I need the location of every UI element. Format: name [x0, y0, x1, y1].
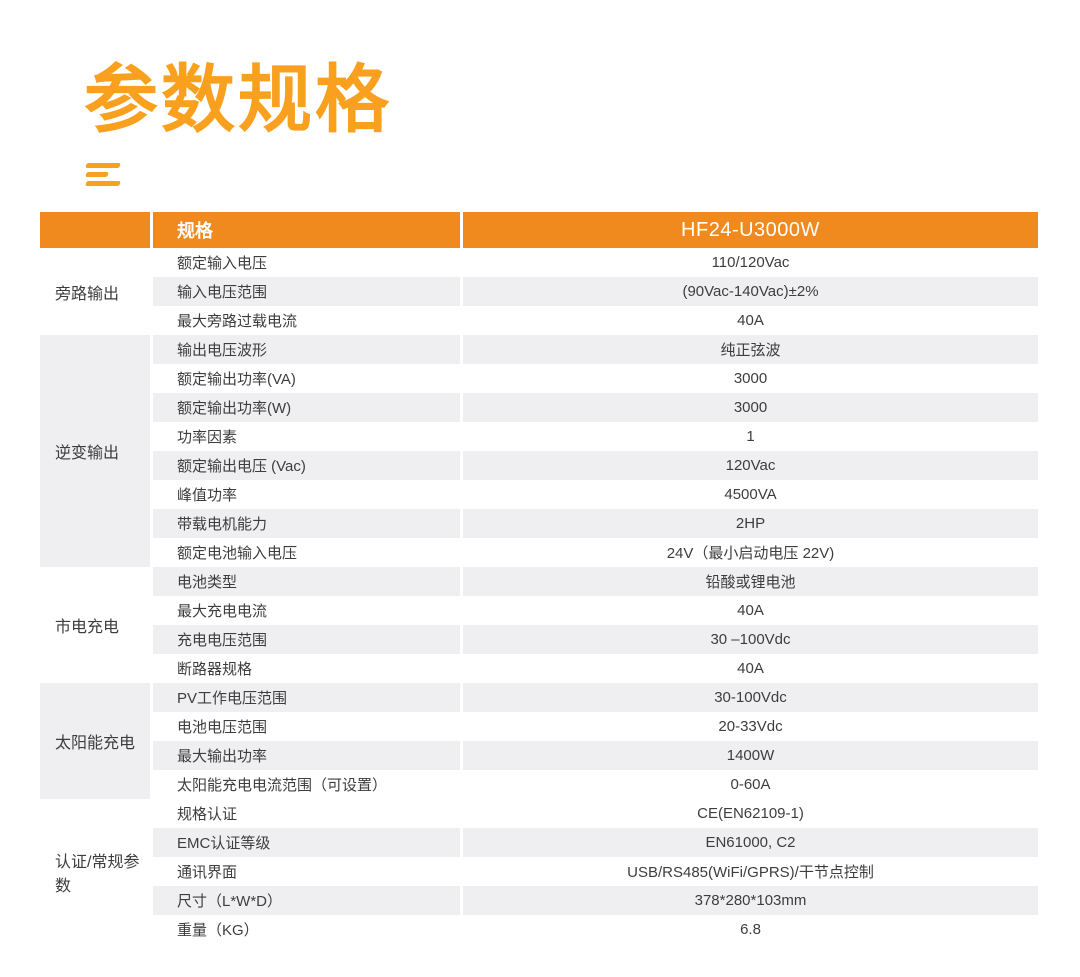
- page-title: 参数规格: [84, 58, 392, 141]
- param-label: 最大输出功率: [153, 741, 460, 770]
- spec-table: 规格 HF24-U3000W 旁路输出 额定输入电压 110/120Vac 输入电压范…: [40, 212, 1038, 944]
- param-value: 40A: [463, 596, 1038, 625]
- menu-icon: [85, 163, 124, 190]
- param-value: 3000: [463, 364, 1038, 393]
- param-value: 378*280*103mm: [463, 886, 1038, 915]
- param-value: 24V（最小启动电压 22V): [463, 538, 1038, 567]
- header-model-label: HF24-U3000W: [463, 212, 1038, 248]
- param-label: 输入电压范围: [153, 277, 460, 306]
- header-corner-cell: [40, 212, 150, 248]
- param-value: 2HP: [463, 509, 1038, 538]
- param-label: 额定输出功率(VA): [153, 364, 460, 393]
- param-value: CE(EN62109-1): [463, 799, 1038, 828]
- param-label: 输出电压波形: [153, 335, 460, 364]
- param-value: 30 –100Vdc: [463, 625, 1038, 654]
- param-label: 峰值功率: [153, 480, 460, 509]
- menu-icon-bar: [85, 163, 121, 168]
- param-label: 充电电压范围: [153, 625, 460, 654]
- param-value: (90Vac-140Vac)±2%: [463, 277, 1038, 306]
- param-label: 电池类型: [153, 567, 460, 596]
- param-label: 电池电压范围: [153, 712, 460, 741]
- param-value: 40A: [463, 654, 1038, 683]
- header-spec-label: 规格: [153, 212, 460, 248]
- param-value: 铅酸或锂电池: [463, 567, 1038, 596]
- category-cell: 市电充电: [40, 567, 150, 683]
- param-label: 额定输出电压 (Vac): [153, 451, 460, 480]
- param-label: 重量（KG）: [153, 915, 460, 944]
- param-label: 断路器规格: [153, 654, 460, 683]
- param-value: 1: [463, 422, 1038, 451]
- menu-icon-bar: [85, 172, 109, 177]
- category-cell: 太阳能充电: [40, 683, 150, 799]
- param-label: 最大旁路过载电流: [153, 306, 460, 335]
- param-label: PV工作电压范围: [153, 683, 460, 712]
- category-cell: 认证/常规参数: [40, 799, 150, 944]
- param-label: 额定输入电压: [153, 248, 460, 277]
- param-label: 额定电池输入电压: [153, 538, 460, 567]
- param-value: EN61000, C2: [463, 828, 1038, 857]
- param-value: 3000: [463, 393, 1038, 422]
- param-value: 0-60A: [463, 770, 1038, 799]
- param-label: 带载电机能力: [153, 509, 460, 538]
- category-cell: 逆变输出: [40, 335, 150, 567]
- menu-icon-bar: [85, 181, 121, 186]
- param-label: 额定输出功率(W): [153, 393, 460, 422]
- param-label: 太阳能充电电流范围（可设置）: [153, 770, 460, 799]
- param-value: 1400W: [463, 741, 1038, 770]
- param-value: 30-100Vdc: [463, 683, 1038, 712]
- param-label: 规格认证: [153, 799, 460, 828]
- param-value: 120Vac: [463, 451, 1038, 480]
- param-value: USB/RS485(WiFi/GPRS)/干节点控制: [463, 857, 1038, 886]
- param-value: 110/120Vac: [463, 248, 1038, 277]
- param-label: 最大充电电流: [153, 596, 460, 625]
- param-label: 尺寸（L*W*D）: [153, 886, 460, 915]
- param-label: 通讯界面: [153, 857, 460, 886]
- param-label: EMC认证等级: [153, 828, 460, 857]
- param-value: 40A: [463, 306, 1038, 335]
- param-value: 20-33Vdc: [463, 712, 1038, 741]
- param-value: 4500VA: [463, 480, 1038, 509]
- param-label: 功率因素: [153, 422, 460, 451]
- param-value: 6.8: [463, 915, 1038, 944]
- category-cell: 旁路输出: [40, 248, 150, 335]
- param-value: 纯正弦波: [463, 335, 1038, 364]
